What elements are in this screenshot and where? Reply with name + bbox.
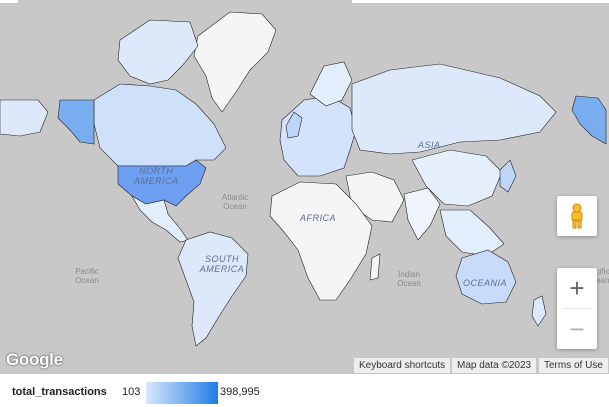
label-pacific-ocean-east: Pacific Ocean: [586, 267, 609, 285]
label-oceania: OCEANIA: [463, 278, 508, 288]
region-south-america[interactable]: [177, 231, 249, 347]
zoom-in-button[interactable]: +: [569, 273, 585, 303]
map-data-attribution: Map data ©2023: [452, 358, 537, 373]
region-canada-islands[interactable]: [117, 19, 199, 85]
color-legend: total_transactions 103 398,995: [0, 374, 609, 407]
region-alaska-wrap[interactable]: [571, 95, 607, 145]
region-canada[interactable]: [93, 83, 227, 167]
label-atlantic-ocean: Atlantic Ocean: [221, 193, 249, 211]
region-usa[interactable]: [117, 159, 207, 207]
region-new-zealand[interactable]: [531, 295, 547, 327]
pegman-icon: [571, 203, 583, 229]
choropleth-regions[interactable]: [0, 0, 609, 374]
zoom-control: + −: [557, 268, 597, 349]
label-north-america: NORTH AMERICA: [134, 166, 179, 186]
region-greenland[interactable]: [193, 11, 277, 113]
region-mexico[interactable]: [131, 195, 189, 243]
legend-gradient-bar: [146, 382, 218, 404]
label-indian-ocean: Indian Ocean: [397, 270, 421, 288]
region-alaska[interactable]: [57, 99, 95, 145]
top-edge-strip-left: [0, 0, 18, 3]
region-uk[interactable]: [285, 111, 303, 139]
label-asia: ASIA: [418, 140, 441, 150]
region-russia[interactable]: [351, 63, 557, 155]
world-map[interactable]: NORTH AMERICA SOUTH AMERICA AFRICA ASIA OC…: [0, 0, 609, 374]
legend-max-value: 398,995: [220, 386, 260, 398]
region-australia[interactable]: [455, 249, 517, 305]
region-russia-wrap[interactable]: [0, 99, 49, 137]
legend-min-value: 103: [122, 386, 141, 398]
region-madagascar[interactable]: [369, 253, 381, 281]
top-edge-strip-right: [352, 0, 609, 3]
google-logo: Google: [6, 350, 63, 369]
keyboard-shortcuts-link[interactable]: Keyboard shortcuts: [354, 358, 451, 373]
label-africa: AFRICA: [300, 213, 337, 223]
legend-metric-name: total_transactions: [12, 386, 107, 398]
label-south-america: SOUTH AMERICA: [199, 254, 245, 274]
zoom-divider: [562, 308, 592, 309]
region-scandinavia[interactable]: [309, 61, 353, 107]
region-southeast-asia[interactable]: [439, 209, 505, 257]
terms-of-use-link[interactable]: Terms of Use: [539, 358, 608, 373]
region-japan[interactable]: [499, 159, 517, 193]
region-africa[interactable]: [269, 181, 373, 301]
label-pacific-ocean-west: Pacific Ocean: [75, 267, 99, 285]
zoom-out-button[interactable]: −: [569, 314, 585, 344]
region-india[interactable]: [403, 187, 441, 241]
region-china[interactable]: [411, 149, 503, 207]
street-view-pegman-button[interactable]: [557, 196, 597, 236]
